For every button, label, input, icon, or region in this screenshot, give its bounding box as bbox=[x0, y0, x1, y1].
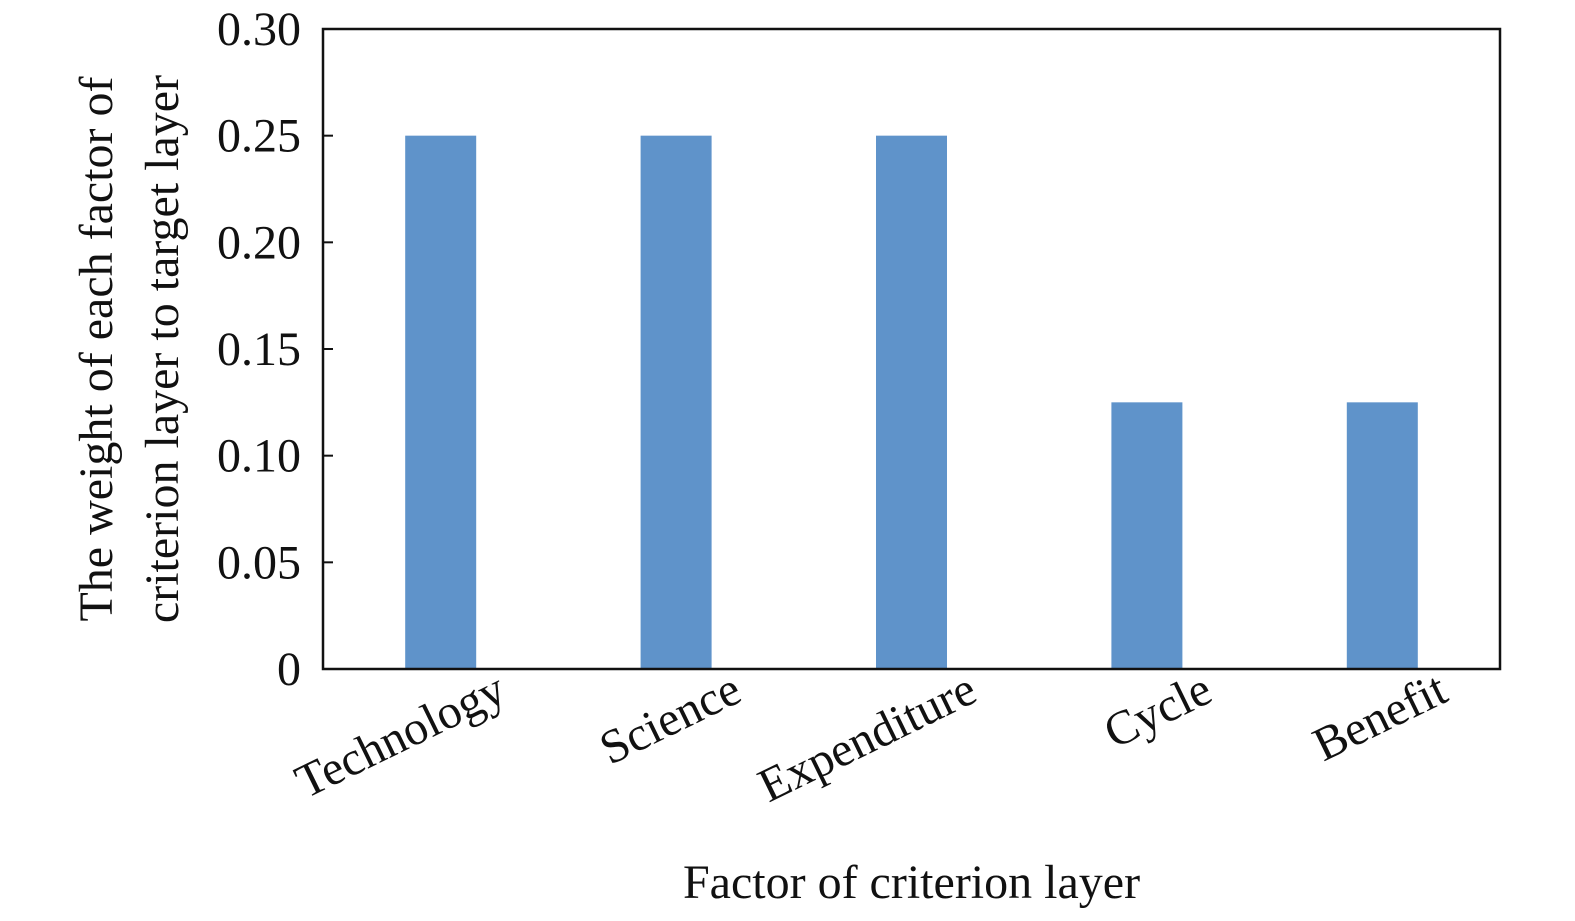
x-tick-label: Science bbox=[592, 662, 749, 775]
bar-benefit bbox=[1346, 402, 1418, 669]
y-tick-label: 0 bbox=[277, 643, 301, 696]
y-axis-ticks: 0 0.05 0.10 0.15 0.20 0.25 0.30 bbox=[217, 3, 333, 696]
x-axis-category-labels: Technology Science Expenditure Cycle Benefit bbox=[287, 662, 1455, 813]
y-tick-label: 0.30 bbox=[217, 3, 301, 56]
y-tick-label: 0.10 bbox=[217, 430, 301, 483]
y-axis-title-line-2: criterion layer to target layer bbox=[136, 75, 189, 623]
bar-technology bbox=[405, 135, 477, 669]
y-axis-title: The weight of each factor of criterion l… bbox=[70, 75, 189, 623]
y-tick-label: 0.20 bbox=[217, 216, 301, 269]
y-tick-label: 0.05 bbox=[217, 536, 301, 589]
y-tick-label: 0.25 bbox=[217, 110, 301, 163]
y-tick-label: 0.15 bbox=[217, 323, 301, 376]
x-tick-label: Cycle bbox=[1096, 662, 1220, 759]
bar-science bbox=[640, 135, 712, 669]
x-axis-title: Factor of criterion layer bbox=[683, 856, 1140, 909]
x-tick-label: Expenditure bbox=[750, 662, 984, 812]
bar-expenditure bbox=[876, 135, 947, 669]
x-tick-label: Technology bbox=[287, 662, 513, 809]
x-tick-label: Benefit bbox=[1305, 662, 1456, 772]
y-axis-title-line-1: The weight of each factor of bbox=[70, 76, 123, 621]
bar-cycle bbox=[1111, 402, 1183, 669]
bars-layer bbox=[405, 135, 1418, 669]
